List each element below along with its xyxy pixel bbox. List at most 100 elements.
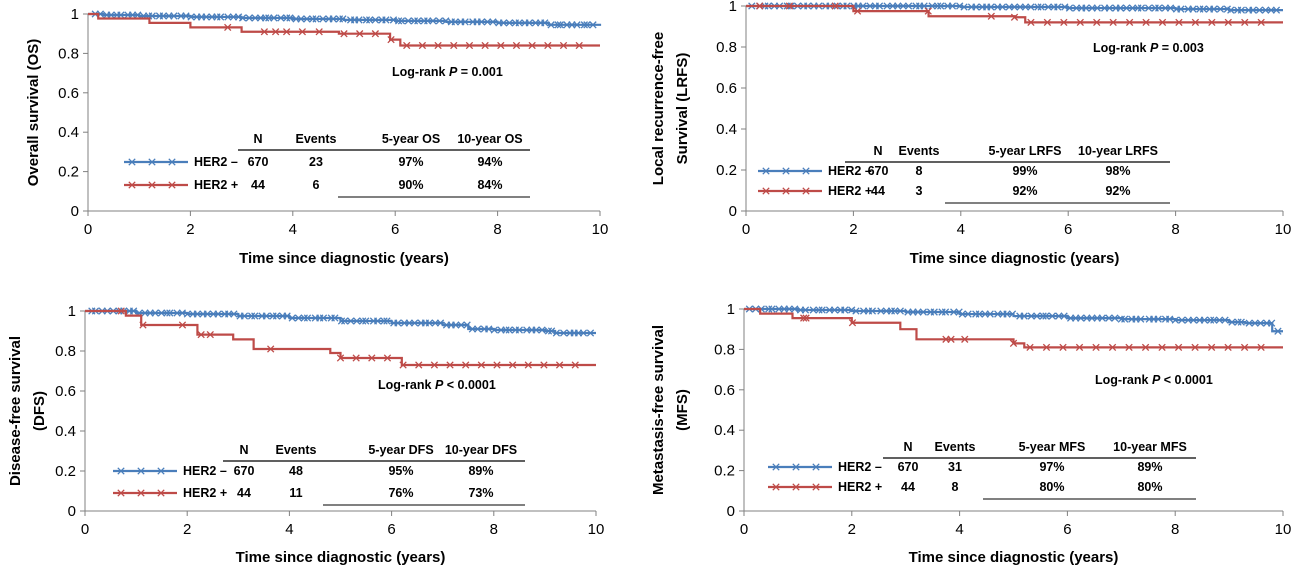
legend-marker-b [128, 158, 136, 166]
censor-mark-b [457, 321, 465, 329]
censor-mark-b [382, 16, 390, 24]
censor-mark-b [1121, 315, 1129, 323]
censor-mark-b [868, 307, 877, 315]
y-tick-label: 0.8 [714, 341, 735, 358]
censor-mark-b [1256, 319, 1265, 327]
censor-mark-b [1020, 312, 1028, 320]
censor-mark-b [1098, 314, 1106, 322]
table-cell: 95% [388, 464, 413, 478]
survival-curve [85, 309, 596, 367]
censor-mark-b [554, 21, 562, 29]
censor-mark-b [356, 30, 364, 38]
censor-mark-b [573, 21, 581, 29]
censor-mark-b [998, 3, 1007, 11]
censor-mark-b [1224, 18, 1232, 27]
x-tick-label: 6 [1063, 521, 1071, 538]
censor-mark-b [559, 329, 568, 337]
y-axis-title-line2: (DFS) [31, 391, 48, 431]
table-cell: 23 [309, 155, 323, 169]
censor-mark-b [1003, 310, 1011, 318]
y-tick-label: 0.4 [714, 422, 735, 439]
censor-mark-b [555, 361, 564, 369]
x-tick-label: 10 [1275, 521, 1292, 538]
censor-mark-b [380, 317, 388, 325]
table-cell: 3 [916, 184, 923, 198]
survival-curve [746, 4, 1283, 24]
logrank-annotation: Log-rank P < 0.0001 [378, 378, 496, 392]
censor-mark-b [524, 361, 532, 369]
censor-mark-b [928, 2, 936, 10]
censor-mark-b [1223, 5, 1231, 13]
censor-mark-b [1137, 315, 1145, 323]
censor-mark-b [1178, 316, 1186, 324]
censor-mark-b [1216, 5, 1225, 13]
censor-mark-b [1166, 4, 1175, 12]
table-header: 10-year LRFS [1078, 144, 1158, 158]
table-cell: 99% [1012, 164, 1037, 178]
stats-table: N Events 5-year DFS 10-year DFS HER2 – 670 48 9… [113, 443, 525, 506]
censor-mark-b [887, 307, 896, 315]
censor-mark-b [339, 15, 347, 23]
censor-mark-b [1142, 18, 1150, 27]
table-cell: 8 [952, 480, 959, 494]
y-tick-label: 1 [727, 301, 735, 318]
censor-mark-b [515, 326, 523, 334]
censor-mark-b [435, 17, 444, 25]
censor-mark-b [848, 306, 856, 314]
stats-table: N Events 5-year OS 10-year OS HER2 – 670 23 97%… [124, 132, 530, 198]
table-cell: 6 [313, 178, 320, 192]
legend-marker-b [782, 187, 790, 195]
censor-mark-b [403, 41, 411, 50]
table-cell: 670 [234, 464, 255, 478]
table-header: Events [935, 440, 976, 454]
series-her2-neg [85, 307, 596, 337]
table-header: N [239, 443, 248, 457]
censor-mark-b [1210, 316, 1218, 324]
censor-mark-b [1175, 18, 1183, 27]
censor-mark-b [1093, 4, 1101, 12]
censor-mark-b [583, 21, 591, 29]
censor-mark-b [1267, 319, 1276, 327]
censor-mark-b [972, 3, 980, 11]
censor-mark-b [225, 310, 233, 318]
censor-mark-b [852, 307, 860, 315]
censor-mark-b [340, 30, 348, 38]
x-tick-label: 2 [186, 221, 194, 238]
logrank-part: P [1152, 373, 1161, 387]
censor-mark-b [958, 310, 967, 318]
censor-mark-b [948, 2, 957, 10]
table-header: 5-year DFS [368, 443, 433, 457]
censor-mark-b [1005, 3, 1013, 11]
legend-marker-b [137, 467, 145, 475]
survival-curve [88, 12, 600, 47]
series-her2-neg [744, 305, 1283, 335]
censor-mark-b [224, 13, 232, 21]
censor-mark-b [1155, 4, 1163, 12]
censor-mark-b [896, 307, 904, 315]
y-tick-label: 1 [68, 303, 76, 320]
logrank-part: < 0.0001 [1160, 373, 1213, 387]
censor-mark-b [187, 13, 195, 21]
y-tick-label: 0 [68, 503, 76, 520]
censor-mark-b [1207, 343, 1216, 352]
censor-mark-b [914, 308, 922, 316]
censor-mark-b [785, 305, 793, 313]
censor-mark-b [1208, 18, 1216, 27]
y-tick-label: 0.2 [714, 463, 735, 480]
legend-label: HER2 + [828, 184, 872, 198]
censor-mark-b [559, 41, 568, 50]
y-tick-label: 1 [729, 0, 737, 15]
censor-mark-b [1048, 312, 1056, 320]
censor-mark-b [463, 321, 471, 329]
censor-mark-b [955, 308, 963, 316]
censor-mark-b [474, 325, 482, 333]
censor-mark-b [183, 310, 192, 318]
censor-mark-b [418, 41, 427, 50]
y-tick-label: 0.6 [716, 80, 737, 97]
censor-mark-b [270, 14, 278, 22]
censor-mark-b [1122, 4, 1131, 12]
table-cell: 89% [1137, 460, 1162, 474]
